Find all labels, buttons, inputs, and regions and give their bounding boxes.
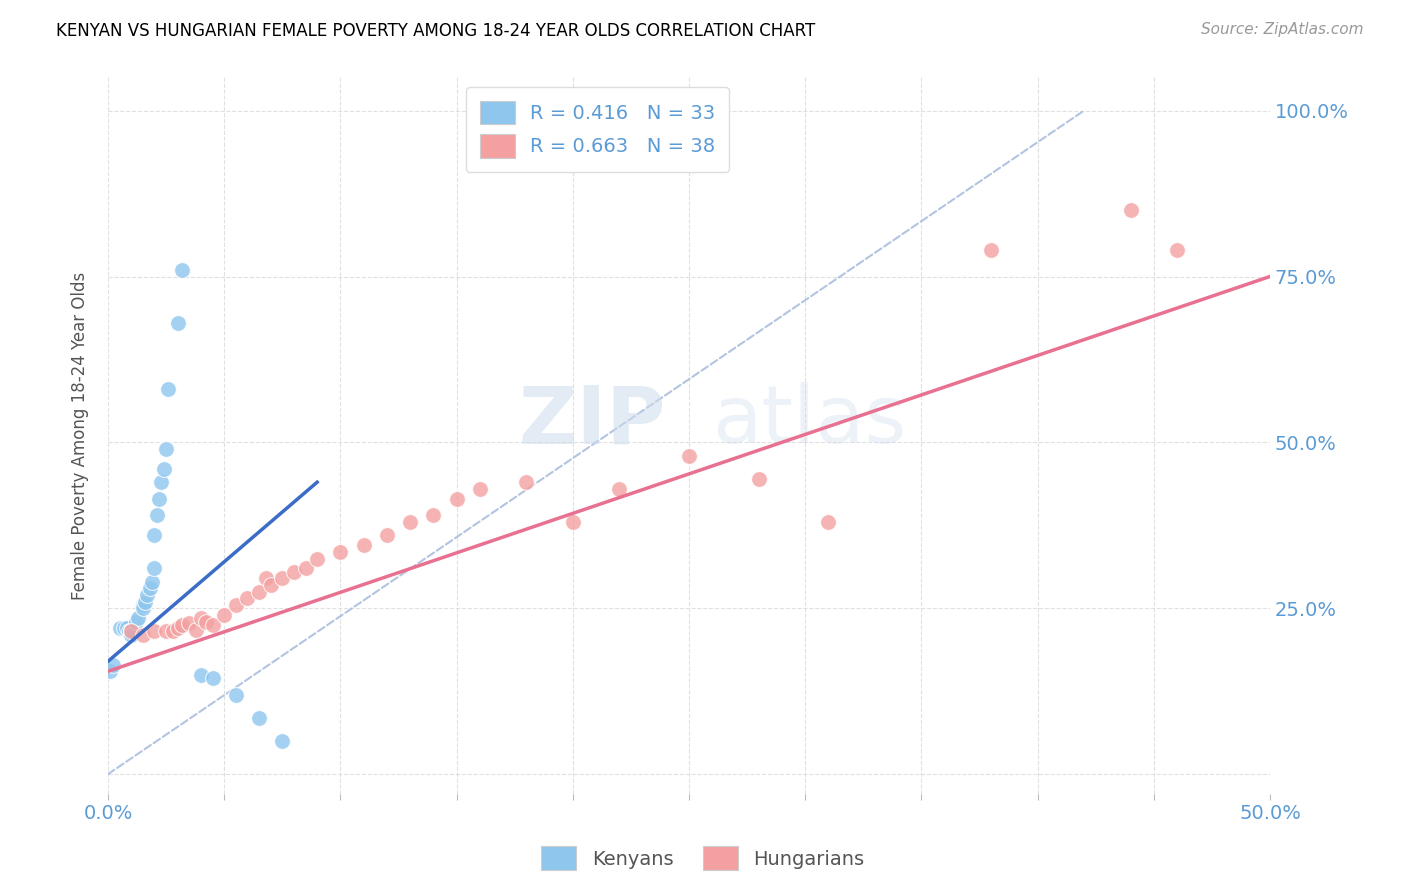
Point xyxy=(236,591,259,606)
Point xyxy=(120,624,142,639)
Point xyxy=(515,475,537,490)
Point xyxy=(143,624,166,639)
Y-axis label: Female Poverty Among 18-24 Year Olds: Female Poverty Among 18-24 Year Olds xyxy=(72,272,89,600)
Point xyxy=(190,611,212,625)
Point xyxy=(120,628,142,642)
Point xyxy=(225,598,247,612)
Point xyxy=(561,515,583,529)
Point xyxy=(201,618,224,632)
Point xyxy=(146,508,169,523)
Point xyxy=(155,442,177,456)
Point xyxy=(446,491,468,506)
Point xyxy=(186,623,208,637)
Point xyxy=(190,667,212,681)
Point xyxy=(148,491,170,506)
Text: atlas: atlas xyxy=(713,383,907,460)
Point xyxy=(152,462,174,476)
Point xyxy=(1166,243,1188,257)
Point xyxy=(143,528,166,542)
Point xyxy=(1119,203,1142,218)
Legend: Kenyans, Hungarians: Kenyans, Hungarians xyxy=(534,838,872,878)
Point xyxy=(468,482,491,496)
Point xyxy=(375,528,398,542)
Point xyxy=(179,615,201,630)
Point xyxy=(748,472,770,486)
Point xyxy=(136,588,159,602)
Point xyxy=(157,382,180,396)
Legend: R = 0.416   N = 33, R = 0.663   N = 38: R = 0.416 N = 33, R = 0.663 N = 38 xyxy=(467,87,730,171)
Point xyxy=(132,628,155,642)
Point xyxy=(283,565,305,579)
Point xyxy=(132,601,155,615)
Point xyxy=(353,538,375,552)
Point xyxy=(166,316,188,330)
Point xyxy=(120,624,142,639)
Point xyxy=(294,561,316,575)
Point xyxy=(329,545,352,559)
Point xyxy=(120,624,142,639)
Point xyxy=(260,578,283,592)
Point xyxy=(108,621,131,635)
Text: ZIP: ZIP xyxy=(519,383,665,460)
Point xyxy=(817,515,839,529)
Point xyxy=(172,263,194,277)
Text: KENYAN VS HUNGARIAN FEMALE POVERTY AMONG 18-24 YEAR OLDS CORRELATION CHART: KENYAN VS HUNGARIAN FEMALE POVERTY AMONG… xyxy=(56,22,815,40)
Point xyxy=(607,482,630,496)
Point xyxy=(422,508,444,523)
Point xyxy=(212,607,235,622)
Point xyxy=(141,574,163,589)
Point xyxy=(172,618,194,632)
Point xyxy=(134,594,156,608)
Point xyxy=(101,657,124,672)
Point xyxy=(143,561,166,575)
Point xyxy=(201,671,224,685)
Point xyxy=(139,582,162,596)
Point xyxy=(254,571,277,585)
Point xyxy=(118,624,141,639)
Point xyxy=(150,475,173,490)
Point xyxy=(225,688,247,702)
Point xyxy=(155,624,177,639)
Point xyxy=(271,571,294,585)
Point xyxy=(127,611,149,625)
Text: Source: ZipAtlas.com: Source: ZipAtlas.com xyxy=(1201,22,1364,37)
Point xyxy=(678,449,700,463)
Point xyxy=(271,734,294,748)
Point xyxy=(980,243,1002,257)
Point xyxy=(162,624,184,639)
Point xyxy=(120,624,142,639)
Point xyxy=(166,621,188,635)
Point xyxy=(307,551,329,566)
Point xyxy=(247,711,270,725)
Point xyxy=(115,621,138,635)
Point xyxy=(98,665,121,679)
Point xyxy=(399,515,422,529)
Point xyxy=(132,598,155,612)
Point xyxy=(112,621,135,635)
Point xyxy=(194,615,217,629)
Point xyxy=(247,584,270,599)
Point xyxy=(125,615,148,629)
